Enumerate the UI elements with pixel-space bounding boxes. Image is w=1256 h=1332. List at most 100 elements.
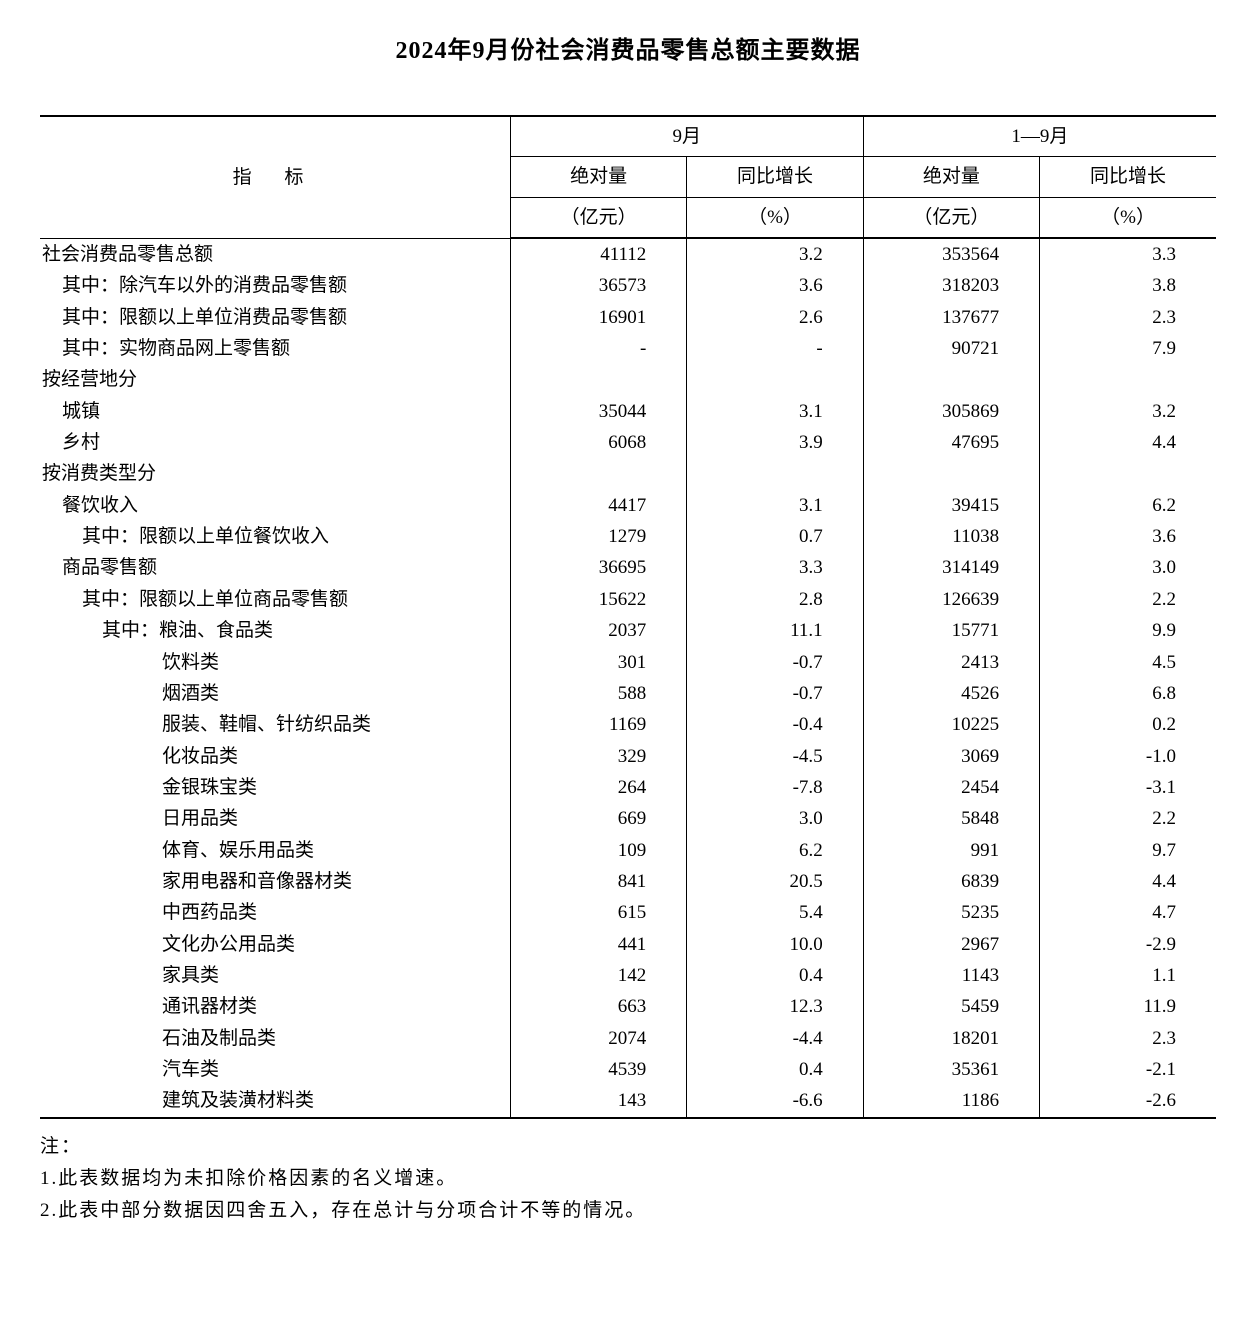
cell-c_abs: 991 (863, 835, 1039, 866)
table-row: 餐饮收入44173.1394156.2 (40, 490, 1216, 521)
cell-m_yoy: -6.6 (687, 1085, 863, 1117)
col-m-yoy-1: 同比增长 (687, 157, 863, 197)
cell-c_yoy: -2.9 (1040, 929, 1216, 960)
cell-m_yoy (687, 458, 863, 489)
table-row: 通讯器材类66312.3545911.9 (40, 991, 1216, 1022)
cell-m_yoy: -0.7 (687, 647, 863, 678)
table-row: 其中：粮油、食品类203711.1157719.9 (40, 615, 1216, 646)
table-row: 其中：实物商品网上零售额--907217.9 (40, 333, 1216, 364)
cell-c_yoy: 6.2 (1040, 490, 1216, 521)
cell-m_abs: 301 (510, 647, 686, 678)
cell-m_yoy: -4.4 (687, 1023, 863, 1054)
row-label: 其中：限额以上单位商品零售额 (40, 584, 510, 615)
row-label: 家具类 (40, 960, 510, 991)
cell-c_abs: 318203 (863, 270, 1039, 301)
table-row: 家具类1420.411431.1 (40, 960, 1216, 991)
cell-m_yoy: 0.4 (687, 1054, 863, 1085)
cell-c_abs: 305869 (863, 396, 1039, 427)
cell-c_yoy: 2.2 (1040, 584, 1216, 615)
cell-m_yoy: 3.0 (687, 803, 863, 834)
cell-c_abs: 10225 (863, 709, 1039, 740)
table-row: 体育、娱乐用品类1096.29919.7 (40, 835, 1216, 866)
cell-c_yoy: 3.3 (1040, 238, 1216, 270)
cell-c_abs: 353564 (863, 238, 1039, 270)
col-c-yoy-1: 同比增长 (1040, 157, 1216, 197)
cell-c_abs: 1143 (863, 960, 1039, 991)
cell-m_yoy: 3.1 (687, 396, 863, 427)
cell-c_abs: 39415 (863, 490, 1039, 521)
notes-header: 注： (40, 1131, 1216, 1163)
table-row: 其中：限额以上单位商品零售额156222.81266392.2 (40, 584, 1216, 615)
table-row: 商品零售额366953.33141493.0 (40, 552, 1216, 583)
cell-m_abs: 4417 (510, 490, 686, 521)
row-label: 社会消费品零售总额 (40, 238, 510, 270)
row-label: 汽车类 (40, 1054, 510, 1085)
row-label: 家用电器和音像器材类 (40, 866, 510, 897)
cell-m_abs: 329 (510, 741, 686, 772)
cell-m_yoy: - (687, 333, 863, 364)
row-label: 城镇 (40, 396, 510, 427)
cell-c_abs: 18201 (863, 1023, 1039, 1054)
col-cumulative: 1—9月 (863, 116, 1216, 157)
row-label: 日用品类 (40, 803, 510, 834)
table-row: 家用电器和音像器材类84120.568394.4 (40, 866, 1216, 897)
cell-c_abs: 35361 (863, 1054, 1039, 1085)
cell-m_abs: 15622 (510, 584, 686, 615)
cell-c_yoy: -2.1 (1040, 1054, 1216, 1085)
cell-m_abs: 36695 (510, 552, 686, 583)
cell-c_yoy: -1.0 (1040, 741, 1216, 772)
cell-c_yoy: 1.1 (1040, 960, 1216, 991)
cell-c_yoy: 2.3 (1040, 1023, 1216, 1054)
cell-c_abs: 2413 (863, 647, 1039, 678)
table-row: 乡村60683.9476954.4 (40, 427, 1216, 458)
cell-m_abs: 4539 (510, 1054, 686, 1085)
cell-c_yoy: 2.3 (1040, 302, 1216, 333)
cell-c_yoy: -2.6 (1040, 1085, 1216, 1117)
cell-m_yoy: 6.2 (687, 835, 863, 866)
cell-c_abs (863, 458, 1039, 489)
cell-m_yoy: 3.9 (687, 427, 863, 458)
table-row: 服装、鞋帽、针纺织品类1169-0.4102250.2 (40, 709, 1216, 740)
cell-c_yoy: 4.7 (1040, 897, 1216, 928)
retail-data-table: 指 标 9月 1—9月 绝对量 同比增长 绝对量 同比增长 （亿元） （%） （… (40, 115, 1216, 1119)
cell-m_abs: 1279 (510, 521, 686, 552)
cell-m_abs: 663 (510, 991, 686, 1022)
cell-m_abs: 264 (510, 772, 686, 803)
row-label: 化妆品类 (40, 741, 510, 772)
cell-c_yoy: 4.5 (1040, 647, 1216, 678)
note-2: 2.此表中部分数据因四舍五入，存在总计与分项合计不等的情况。 (40, 1195, 1216, 1227)
cell-c_abs: 11038 (863, 521, 1039, 552)
row-label: 其中：除汽车以外的消费品零售额 (40, 270, 510, 301)
cell-m_abs: 109 (510, 835, 686, 866)
cell-c_yoy: 3.8 (1040, 270, 1216, 301)
cell-c_abs: 3069 (863, 741, 1039, 772)
cell-m_yoy: -7.8 (687, 772, 863, 803)
cell-m_yoy: 20.5 (687, 866, 863, 897)
cell-c_yoy: 11.9 (1040, 991, 1216, 1022)
col-c-abs-2: （亿元） (863, 197, 1039, 238)
table-row: 其中：限额以上单位消费品零售额169012.61376772.3 (40, 302, 1216, 333)
cell-m_yoy: -0.7 (687, 678, 863, 709)
row-label: 文化办公用品类 (40, 929, 510, 960)
row-label: 餐饮收入 (40, 490, 510, 521)
note-1: 1.此表数据均为未扣除价格因素的名义增速。 (40, 1163, 1216, 1195)
cell-c_yoy (1040, 458, 1216, 489)
col-m-abs-2: （亿元） (510, 197, 686, 238)
cell-m_yoy: 3.1 (687, 490, 863, 521)
row-label: 烟酒类 (40, 678, 510, 709)
cell-c_yoy: 4.4 (1040, 866, 1216, 897)
cell-c_abs: 1186 (863, 1085, 1039, 1117)
cell-c_yoy: 3.2 (1040, 396, 1216, 427)
cell-m_abs: 41112 (510, 238, 686, 270)
cell-c_abs: 6839 (863, 866, 1039, 897)
cell-c_abs: 90721 (863, 333, 1039, 364)
cell-c_abs: 15771 (863, 615, 1039, 646)
table-row: 金银珠宝类264-7.82454-3.1 (40, 772, 1216, 803)
cell-m_abs: 441 (510, 929, 686, 960)
cell-m_abs: 2037 (510, 615, 686, 646)
page-title: 2024年9月份社会消费品零售总额主要数据 (40, 30, 1216, 65)
cell-m_abs: 588 (510, 678, 686, 709)
cell-m_abs: - (510, 333, 686, 364)
cell-m_yoy: 12.3 (687, 991, 863, 1022)
table-row: 城镇350443.13058693.2 (40, 396, 1216, 427)
